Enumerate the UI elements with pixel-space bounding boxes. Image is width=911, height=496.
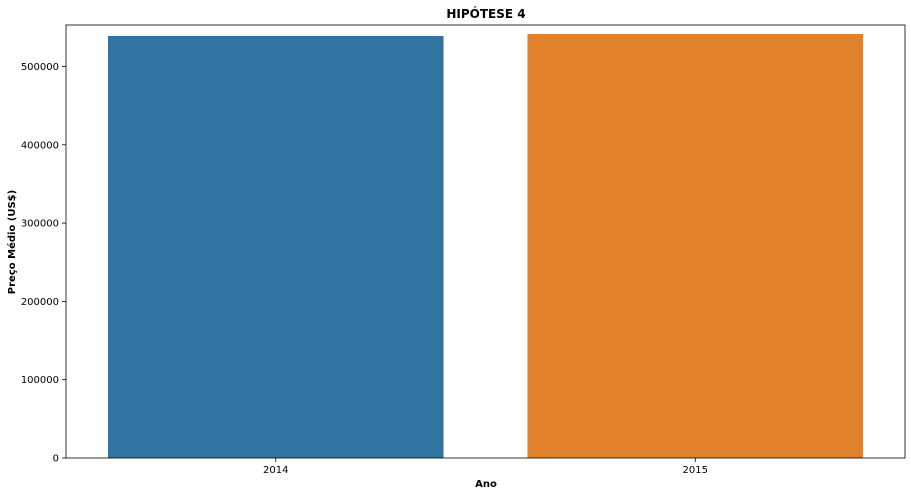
axes-group [65,24,906,459]
y-tick-label: 200000 [21,297,59,308]
y-tick-label: 100000 [21,375,59,386]
chart-title: HIPÓTESE 4 [446,6,525,21]
x-tick-label: 2014 [263,465,288,476]
x-ticks-group: 2014 2015 [263,458,708,476]
bars-group [107,34,864,459]
y-tick-label: 400000 [21,140,59,151]
bar-2014 [107,35,444,458]
bar-2015 [527,34,864,459]
x-axis-label: Ano [475,479,497,490]
y-axis-label: Preço Médio (US$) [6,190,18,294]
y-tick-label: 500000 [21,62,59,73]
y-tick-label: 300000 [21,219,59,230]
y-tick-label: 0 [53,454,59,465]
x-tick-label: 2015 [683,465,708,476]
y-ticks-group: 0 100000 200000 300000 400000 500000 [21,62,66,465]
plot-frame [65,24,906,459]
